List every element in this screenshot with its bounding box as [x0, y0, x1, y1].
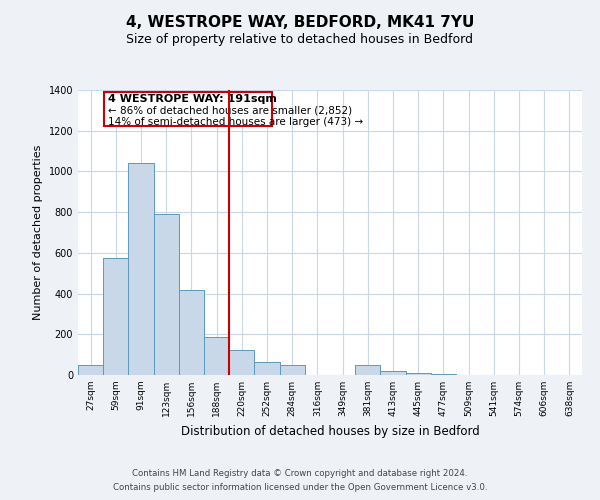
- Bar: [380, 370, 406, 375]
- Bar: [355, 366, 380, 375]
- Bar: [78, 365, 103, 375]
- Bar: [179, 290, 204, 375]
- Bar: [154, 214, 179, 375]
- Text: ← 86% of detached houses are smaller (2,852): ← 86% of detached houses are smaller (2,…: [108, 106, 352, 116]
- Bar: [204, 338, 229, 375]
- Text: Size of property relative to detached houses in Bedford: Size of property relative to detached ho…: [127, 32, 473, 46]
- FancyBboxPatch shape: [104, 92, 272, 126]
- Bar: [229, 350, 254, 375]
- Bar: [431, 374, 456, 375]
- Text: 4 WESTROPE WAY: 191sqm: 4 WESTROPE WAY: 191sqm: [108, 94, 277, 104]
- Bar: [280, 365, 305, 375]
- Text: 14% of semi-detached houses are larger (473) →: 14% of semi-detached houses are larger (…: [108, 116, 364, 126]
- Bar: [254, 362, 280, 375]
- Bar: [406, 373, 431, 375]
- Bar: [103, 258, 128, 375]
- Text: Contains public sector information licensed under the Open Government Licence v3: Contains public sector information licen…: [113, 484, 487, 492]
- Text: 4, WESTROPE WAY, BEDFORD, MK41 7YU: 4, WESTROPE WAY, BEDFORD, MK41 7YU: [126, 15, 474, 30]
- Bar: [128, 164, 154, 375]
- Text: Contains HM Land Registry data © Crown copyright and database right 2024.: Contains HM Land Registry data © Crown c…: [132, 468, 468, 477]
- X-axis label: Distribution of detached houses by size in Bedford: Distribution of detached houses by size …: [181, 424, 479, 438]
- Y-axis label: Number of detached properties: Number of detached properties: [33, 145, 43, 320]
